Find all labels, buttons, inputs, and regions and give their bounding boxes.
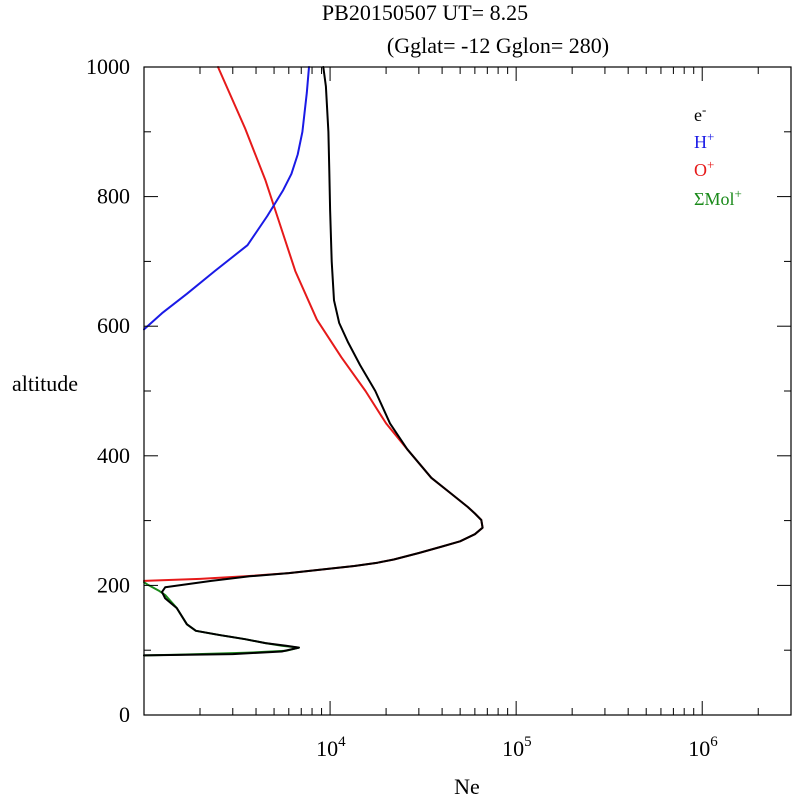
series-layer bbox=[143, 66, 484, 657]
y-tick-label-0: 0 bbox=[119, 702, 130, 727]
legend-item-sigma-mol: ΣMol+ bbox=[694, 186, 742, 209]
y-axis-label: altitude bbox=[12, 371, 78, 396]
y-tick-label-800: 800 bbox=[97, 184, 130, 209]
chart-title-line-2: (Gglat= -12 Gglon= 280) bbox=[387, 33, 609, 58]
series-line-electrons bbox=[143, 66, 484, 657]
legend-item-o-plus: O+ bbox=[694, 157, 714, 180]
y-tick-label-400: 400 bbox=[97, 443, 130, 468]
y-tick-label-600: 600 bbox=[97, 313, 130, 338]
legend: e- H+ O+ ΣMol+ bbox=[694, 102, 742, 209]
x-tick-label-1000000: 106 bbox=[688, 734, 718, 761]
legend-item-electrons: e- bbox=[694, 102, 706, 125]
y-tick-label-1000: 1000 bbox=[86, 54, 130, 79]
legend-item-h-plus: H+ bbox=[694, 129, 714, 152]
x-axis-label: Ne bbox=[454, 774, 480, 796]
chart-title-line-1: PB20150507 UT= 8.25 bbox=[322, 0, 528, 25]
x-tick-label-100000: 105 bbox=[502, 734, 532, 761]
x-tick-label-10000: 104 bbox=[316, 734, 346, 761]
series-line-o-plus bbox=[143, 66, 484, 582]
ticks-layer: 0 200 400 600 800 1000 104 105 106 bbox=[86, 54, 792, 761]
y-tick-label-200: 200 bbox=[97, 572, 130, 597]
series-line-h-plus bbox=[143, 66, 310, 331]
